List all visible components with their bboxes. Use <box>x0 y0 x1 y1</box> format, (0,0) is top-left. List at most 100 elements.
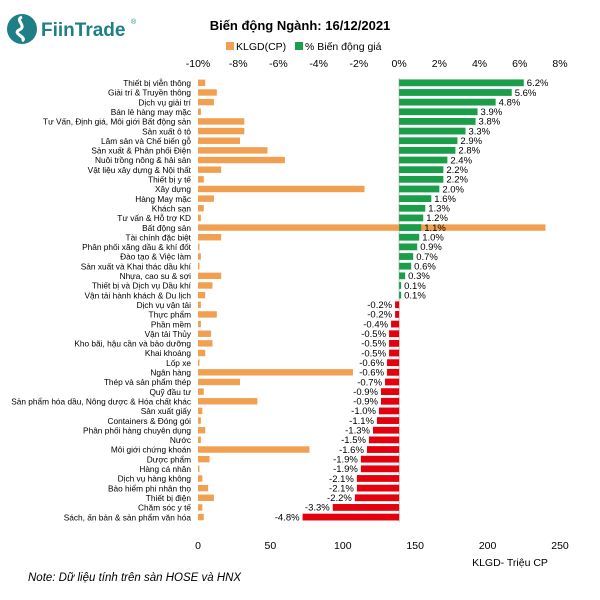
volume-bar <box>198 359 200 366</box>
price-change-label: 0.1% <box>404 281 426 292</box>
price-change-bar <box>332 504 400 511</box>
category-label: Vận tải Thủy <box>145 329 192 339</box>
volume-bar <box>198 224 546 231</box>
price-change-label: -2.2% <box>327 493 352 504</box>
volume-bar <box>198 234 222 241</box>
sector-row: Sản xuất & Phân phối Điện 2.8% <box>91 146 480 157</box>
price-change-label: 0.6% <box>414 261 436 272</box>
volume-bar <box>198 79 206 87</box>
sector-row: Môi giới chứng khoán -1.6% <box>111 445 400 456</box>
category-label: Khách sạn <box>152 203 192 213</box>
price-change-label: 0.9% <box>420 242 442 253</box>
category-label: Dịch vụ vận tải <box>137 300 192 310</box>
sector-row: Phần mềm -0.4% <box>151 319 400 330</box>
volume-bar <box>198 127 245 135</box>
price-change-bar <box>354 494 400 502</box>
bottom-axis-label: KLGD- Triệu CP <box>472 557 548 569</box>
price-change-bar <box>399 166 444 174</box>
fiintrade-logo: FiinTrade ® <box>7 14 137 44</box>
category-label: Lốp xe <box>166 358 191 368</box>
category-label: Thiết bị y tế <box>148 175 191 185</box>
price-change-label: -1.9% <box>333 464 358 475</box>
volume-bar <box>198 349 206 357</box>
sector-row: Sản xuất giấy -1.0% <box>141 406 400 417</box>
sector-row: Thiết bị và Dịch vụ Dầu khí 0.1% <box>92 281 426 292</box>
sector-row: Sách, ấn bản & sản phẩm văn hóa -4.8% <box>64 512 400 523</box>
price-change-label: 1.2% <box>426 213 448 224</box>
price-change-label: -1.0% <box>351 406 376 417</box>
sector-row: Vật liệu xây dựng & Nội thất 2.2% <box>88 165 469 176</box>
volume-bar <box>198 253 201 260</box>
volume-bar <box>198 340 213 347</box>
brand-name: FiinTrade <box>41 20 125 41</box>
volume-bar <box>198 243 200 251</box>
legend-label-price: % Biến động giá <box>305 41 382 53</box>
category-label: Thiết bị viễn thông <box>123 78 191 88</box>
category-label: Thực phẩm <box>149 310 192 320</box>
category-label: Containers & Đóng gói <box>108 416 192 426</box>
top-tick-label: -8% <box>229 58 248 70</box>
top-tick-label: 6% <box>512 58 527 70</box>
bottom-tick-label: 250 <box>551 540 569 552</box>
volume-bar <box>198 330 212 337</box>
sector-row: Chăm sóc y tế -3.3% <box>138 503 400 514</box>
category-label: Tư Vấn, Định giá, Môi giới Bất động sản <box>43 117 191 127</box>
price-change-bar <box>399 272 406 280</box>
volume-bar <box>198 89 217 96</box>
price-change-bar <box>399 253 414 260</box>
sector-row: Thiết bị điện -2.2% <box>146 493 400 504</box>
sector-row: Đào tạo & Việc làm 0.7% <box>120 252 438 263</box>
volume-bar <box>198 320 201 328</box>
volume-bar <box>198 484 209 492</box>
volume-bar <box>198 436 201 444</box>
sector-row: Phân phối hàng chuyên dụng -1.3% <box>83 425 400 437</box>
category-label: Dịch vụ hàng không <box>118 474 192 484</box>
price-change-bar <box>399 98 496 106</box>
price-change-label: 2.2% <box>446 175 468 186</box>
price-change-bar <box>399 137 458 145</box>
price-change-bar <box>389 339 400 347</box>
price-change-label: -3.3% <box>305 503 330 514</box>
bottom-tick-label: 50 <box>265 540 277 552</box>
sector-row: Sản phẩm hóa dầu, Nông dược & Hóa chất k… <box>11 396 400 408</box>
sector-row: Bảo hiểm phi nhân thọ -2.1% <box>108 483 400 494</box>
price-change-label: -0.2% <box>367 310 392 321</box>
volume-bar <box>198 98 214 106</box>
price-change-bar <box>366 446 400 453</box>
sector-row: Thực phẩm -0.2% <box>149 310 400 321</box>
top-tick-label: 8% <box>552 58 567 70</box>
sector-row: Vận tải Thủy -0.5% <box>145 329 400 340</box>
sector-row: Nhựa, cao su & sợi 0.3% <box>120 271 431 282</box>
price-change-label: 3.8% <box>479 117 501 128</box>
sector-row: Kho bãi, hậu cần và bảo dưỡng -0.5% <box>74 339 400 350</box>
category-label: Khai khoáng <box>145 348 192 358</box>
volume-bar <box>198 301 201 308</box>
price-change-bar <box>399 108 478 116</box>
price-change-bar <box>399 214 424 222</box>
sector-row: Tư vấn & Hỗ trợ KD 1.2% <box>117 213 448 224</box>
price-change-label: -1.1% <box>349 416 374 427</box>
price-change-bar <box>360 465 400 473</box>
price-change-label: -0.2% <box>367 300 392 311</box>
registered-mark: ® <box>131 18 137 26</box>
price-change-label: 3.3% <box>468 126 490 137</box>
sector-row: Tài chính đặc biệt 1.0% <box>126 232 445 243</box>
category-label: Vật liệu xây dựng & Nội thất <box>88 165 192 175</box>
price-change-label: 0.1% <box>404 290 426 301</box>
category-label: Sản xuất giấy <box>141 406 192 416</box>
bottom-tick-label: 0 <box>195 540 201 552</box>
sector-row: Bán lẻ hàng may mặc 3.9% <box>111 107 503 118</box>
sector-row: Thép và sản phẩm thép -0.7% <box>104 377 400 388</box>
volume-bar <box>198 311 217 318</box>
price-change-bar <box>387 359 400 367</box>
price-change-bar <box>391 320 400 328</box>
legend-label-volume: KLGD(CP) <box>236 41 286 53</box>
price-change-label: -2.1% <box>329 483 354 494</box>
sector-row: Lốp xe -0.6% <box>166 358 400 369</box>
price-change-label: 2.4% <box>450 155 472 166</box>
volume-bar <box>198 504 203 511</box>
price-change-label: -4.8% <box>275 512 300 523</box>
volume-bar <box>198 214 201 222</box>
bottom-tick-label: 100 <box>334 540 352 552</box>
